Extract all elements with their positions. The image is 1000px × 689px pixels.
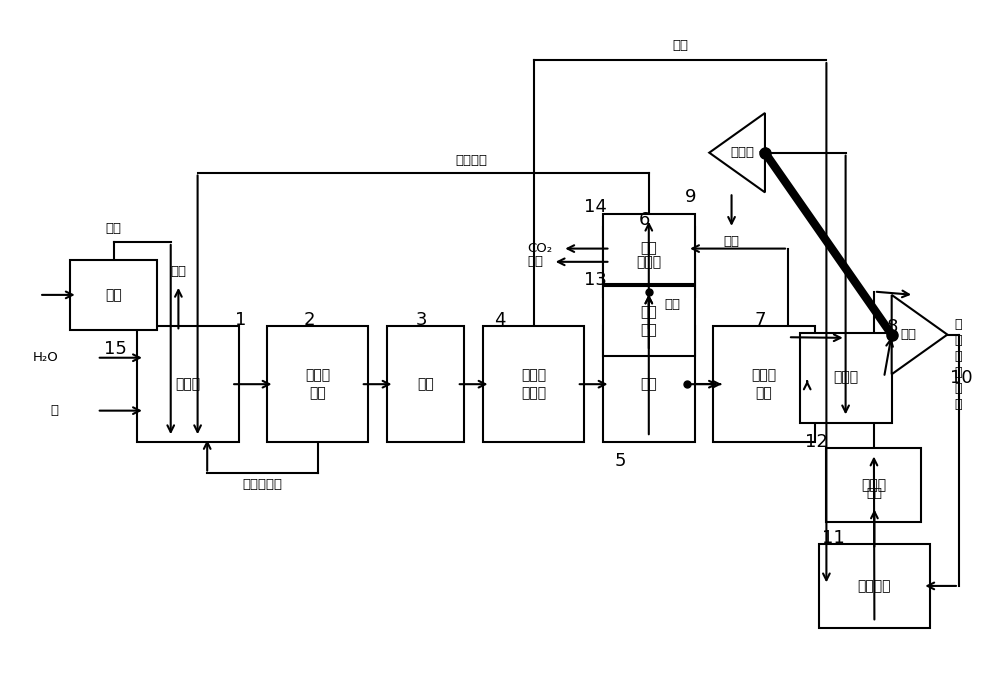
Text: 低温余
热回收: 低温余 热回收 bbox=[521, 369, 546, 400]
Text: 7: 7 bbox=[754, 311, 766, 329]
Text: H₂O: H₂O bbox=[33, 351, 58, 364]
FancyBboxPatch shape bbox=[826, 449, 921, 522]
FancyBboxPatch shape bbox=[603, 227, 695, 297]
Text: 飞灰再循环: 飞灰再循环 bbox=[242, 477, 282, 491]
Text: 余热锅炉: 余热锅炉 bbox=[858, 579, 891, 593]
Text: 汽轮机: 汽轮机 bbox=[861, 478, 886, 492]
FancyBboxPatch shape bbox=[603, 326, 695, 442]
Text: 10: 10 bbox=[950, 369, 973, 387]
Text: 3: 3 bbox=[416, 311, 428, 329]
Text: 6: 6 bbox=[639, 212, 651, 229]
FancyBboxPatch shape bbox=[137, 326, 239, 442]
Text: 排渣: 排渣 bbox=[170, 265, 186, 278]
Text: 煤气冷
却器: 煤气冷 却器 bbox=[305, 369, 330, 400]
FancyBboxPatch shape bbox=[713, 326, 815, 442]
Text: 硫回收: 硫回收 bbox=[636, 255, 661, 269]
FancyBboxPatch shape bbox=[603, 287, 695, 356]
Text: 燃烧室: 燃烧室 bbox=[833, 371, 858, 384]
Text: 纯氧: 纯氧 bbox=[106, 223, 122, 236]
Text: 富氢气体: 富氢气体 bbox=[455, 154, 487, 167]
FancyBboxPatch shape bbox=[483, 326, 584, 442]
Text: 水汽
变换: 水汽 变换 bbox=[640, 306, 657, 337]
FancyBboxPatch shape bbox=[603, 214, 695, 284]
Text: 压气机: 压气机 bbox=[731, 146, 755, 159]
Text: 硫碳: 硫碳 bbox=[665, 298, 681, 311]
Text: 15: 15 bbox=[104, 340, 127, 358]
Polygon shape bbox=[709, 113, 765, 192]
Text: 14: 14 bbox=[584, 198, 606, 216]
FancyBboxPatch shape bbox=[387, 326, 464, 442]
Text: 空气: 空气 bbox=[724, 236, 740, 248]
Text: 空分: 空分 bbox=[105, 288, 122, 302]
Text: 13: 13 bbox=[584, 271, 606, 289]
Text: 蒸汽: 蒸汽 bbox=[672, 39, 688, 52]
Text: 1: 1 bbox=[235, 311, 246, 329]
Text: 11: 11 bbox=[822, 529, 844, 547]
Text: 5: 5 bbox=[614, 452, 626, 470]
Text: 2: 2 bbox=[303, 311, 315, 329]
Text: 燃
气
轮
机
排
气: 燃 气 轮 机 排 气 bbox=[954, 318, 962, 411]
Polygon shape bbox=[892, 295, 947, 374]
Text: 除尘: 除尘 bbox=[417, 377, 434, 391]
Text: 8: 8 bbox=[887, 318, 898, 336]
Text: 透平: 透平 bbox=[900, 328, 916, 341]
Text: 煤: 煤 bbox=[50, 404, 58, 417]
Text: 脱碳: 脱碳 bbox=[640, 242, 657, 256]
Text: 9: 9 bbox=[685, 187, 697, 205]
Text: 4: 4 bbox=[494, 311, 506, 329]
Text: 排烟: 排烟 bbox=[866, 487, 882, 500]
Text: 合成气
调制: 合成气 调制 bbox=[751, 369, 777, 400]
FancyBboxPatch shape bbox=[819, 544, 930, 628]
FancyBboxPatch shape bbox=[70, 260, 157, 330]
Text: 脱硫: 脱硫 bbox=[640, 377, 657, 391]
Text: 12: 12 bbox=[805, 433, 828, 451]
Text: CO₂: CO₂ bbox=[528, 242, 553, 255]
Text: 硫磺: 硫磺 bbox=[527, 256, 543, 268]
FancyBboxPatch shape bbox=[800, 333, 892, 422]
Text: 气化炉: 气化炉 bbox=[175, 377, 201, 391]
FancyBboxPatch shape bbox=[267, 326, 368, 442]
